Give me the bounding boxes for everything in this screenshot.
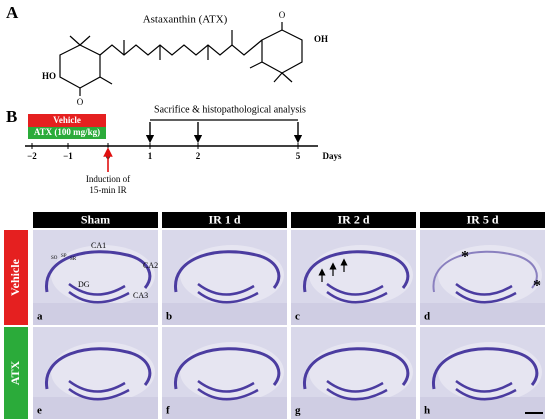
panel-letter: d bbox=[424, 311, 430, 323]
induction-label: Induction of bbox=[86, 174, 130, 184]
micrograph: c bbox=[291, 230, 416, 325]
ca-layer bbox=[45, 347, 152, 390]
layer-label: SO bbox=[51, 256, 58, 261]
row-header bbox=[4, 327, 28, 419]
tissue-light bbox=[51, 342, 155, 402]
atx-bar bbox=[28, 127, 106, 139]
atx-label: ATX (100 mg/kg) bbox=[34, 127, 100, 137]
tissue-light bbox=[438, 245, 542, 305]
column-header bbox=[33, 212, 158, 228]
tissue-light bbox=[180, 245, 284, 305]
molecule-title: Astaxanthin (ATX) bbox=[143, 14, 228, 26]
asterisk: * bbox=[461, 249, 469, 266]
sacrifice-label: Sacrifice & histopathological analysis bbox=[154, 104, 306, 115]
micrograph: g bbox=[291, 327, 416, 419]
tissue-lower bbox=[420, 303, 545, 325]
dentate-gyrus bbox=[326, 380, 388, 401]
structure bbox=[59, 22, 303, 96]
arrows bbox=[145, 122, 303, 144]
panel-letter: e bbox=[37, 405, 42, 417]
column-label: IR 1 d bbox=[208, 212, 240, 226]
micrograph: e bbox=[33, 327, 158, 419]
tissue-light bbox=[180, 342, 284, 402]
vehicle-label: Vehicle bbox=[53, 115, 81, 125]
row-label: ATX bbox=[8, 360, 22, 385]
dentate-gyrus bbox=[326, 283, 388, 304]
ca-layer bbox=[174, 347, 281, 390]
region-label: DG bbox=[78, 280, 90, 289]
layer-label: SP bbox=[61, 254, 67, 259]
dentate-gyrus bbox=[197, 283, 259, 304]
panel-letter: b bbox=[166, 311, 172, 323]
dentate-gyrus bbox=[455, 283, 517, 304]
vehicle-bar bbox=[28, 114, 106, 127]
atom-label: OH bbox=[314, 34, 328, 44]
layer-label: SR bbox=[70, 257, 77, 262]
column-label: Sham bbox=[81, 212, 110, 226]
micrograph: a bbox=[33, 230, 158, 325]
ca-layer bbox=[432, 250, 538, 293]
dentate-gyrus bbox=[68, 283, 130, 304]
region-label: CA3 bbox=[133, 291, 148, 300]
atom-label: HO bbox=[42, 71, 56, 81]
tick-label: 2 bbox=[196, 151, 201, 161]
tick-label: −1 bbox=[63, 151, 73, 161]
tissue-lower bbox=[162, 303, 287, 325]
tick-label: −2 bbox=[27, 151, 37, 161]
tick-label: 5 bbox=[296, 151, 301, 161]
row-header bbox=[4, 230, 28, 325]
micrograph: f bbox=[162, 327, 287, 419]
micrograph: b bbox=[162, 230, 287, 325]
row-label: Vehicle bbox=[8, 258, 22, 296]
dentate-gyrus bbox=[197, 380, 259, 401]
column-header bbox=[420, 212, 545, 228]
dentate-gyrus bbox=[455, 380, 517, 401]
column-label: IR 2 d bbox=[337, 212, 369, 226]
ca-layer bbox=[432, 347, 539, 390]
tissue-light bbox=[309, 245, 413, 305]
tissue-lower bbox=[291, 397, 416, 419]
panel-letter: h bbox=[424, 405, 430, 417]
panel-letter: A bbox=[6, 3, 19, 22]
column-header bbox=[291, 212, 416, 228]
region-label: CA1 bbox=[91, 241, 106, 250]
tissue-lower bbox=[420, 397, 545, 419]
tissue-lower bbox=[291, 303, 416, 325]
dentate-gyrus bbox=[68, 380, 130, 401]
panel-letter: c bbox=[295, 311, 300, 323]
tick-label: 1 bbox=[148, 151, 153, 161]
axis-label: Days bbox=[322, 151, 341, 161]
tissue-light bbox=[309, 342, 413, 402]
tissue-light bbox=[438, 342, 542, 402]
ca-layer bbox=[45, 250, 152, 293]
column-header bbox=[162, 212, 287, 228]
tissue-lower bbox=[162, 397, 287, 419]
asterisk: * bbox=[533, 278, 541, 295]
ca-layer bbox=[303, 250, 410, 293]
ca-layer bbox=[303, 347, 410, 390]
atom-label: O bbox=[279, 10, 286, 20]
region-label: CA2 bbox=[143, 261, 158, 270]
panel-letter: a bbox=[37, 311, 43, 323]
panel-letter: g bbox=[295, 405, 301, 417]
induction-label: 15-min IR bbox=[89, 185, 126, 195]
tissue-lower bbox=[33, 397, 158, 419]
column-label: IR 5 d bbox=[466, 212, 498, 226]
ca-layer bbox=[174, 250, 281, 293]
panel-letter: f bbox=[166, 405, 170, 417]
tissue-lower bbox=[33, 303, 158, 325]
micrograph: h bbox=[420, 327, 545, 419]
micrograph: d bbox=[420, 230, 545, 325]
atom-label: O bbox=[77, 97, 84, 107]
micrograph-grid: Sham IR 1 d IR 2 d IR 5 d Vehicle a b c d ATX e f g h… bbox=[4, 212, 545, 419]
panel-letter: B bbox=[6, 107, 17, 126]
